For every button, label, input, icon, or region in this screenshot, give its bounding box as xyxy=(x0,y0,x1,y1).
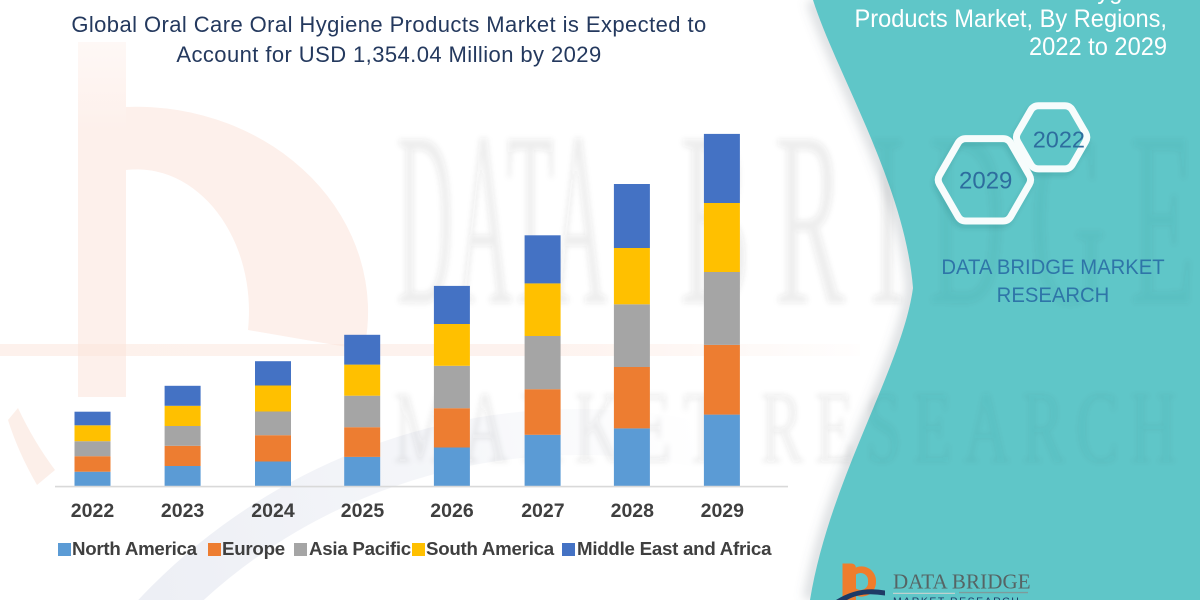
svg-text:DATA: DATA xyxy=(397,81,610,358)
svg-text:MARKET RESEARCH: MARKET RESEARCH xyxy=(893,596,1020,600)
svg-text:MARKET RESEARCH: MARKET RESEARCH xyxy=(394,371,1189,485)
svg-text:DATA BRIDGE: DATA BRIDGE xyxy=(893,570,1031,594)
svg-text:2022: 2022 xyxy=(1033,127,1085,153)
svg-text:2029: 2029 xyxy=(959,168,1012,195)
